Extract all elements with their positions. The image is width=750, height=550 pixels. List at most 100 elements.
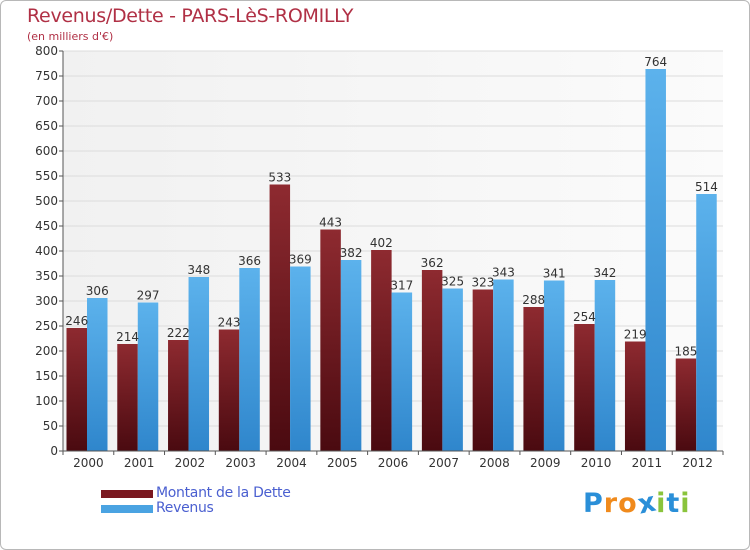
data-label-revenus: 348	[187, 263, 210, 277]
data-label-revenus: 382	[340, 246, 363, 260]
y-tick-label: 200	[35, 344, 58, 358]
logo-letter: i	[680, 488, 691, 519]
x-tick-label: 2008	[479, 456, 510, 470]
y-tick-label: 700	[35, 94, 58, 108]
data-label-revenus: 343	[492, 266, 515, 280]
y-tick-label: 300	[35, 294, 58, 308]
data-label-revenus: 366	[238, 254, 261, 268]
logo-letter: o	[618, 488, 638, 519]
data-label-debt: 219	[624, 328, 647, 342]
x-tick-label: 2010	[581, 456, 612, 470]
x-tick-label: 2009	[530, 456, 561, 470]
logo-letter: i	[656, 488, 667, 519]
data-label-revenus: 306	[86, 284, 109, 298]
data-label-revenus: 764	[644, 55, 667, 69]
y-tick-label: 800	[35, 44, 58, 58]
bar-debt	[472, 289, 494, 451]
data-label-debt: 243	[218, 316, 241, 330]
y-tick-label: 650	[35, 119, 58, 133]
bar-debt	[675, 358, 697, 451]
data-label-revenus: 325	[441, 275, 464, 289]
x-tick-label: 2006	[378, 456, 409, 470]
legend-swatch-debt	[101, 490, 153, 498]
y-tick-label: 150	[35, 369, 58, 383]
bar-debt	[371, 250, 392, 451]
bar-revenus	[87, 298, 108, 451]
data-label-debt: 185	[675, 345, 698, 359]
y-tick-label: 600	[35, 144, 58, 158]
data-label-debt: 323	[471, 276, 494, 290]
data-label-debt: 246	[65, 314, 88, 328]
bar-debt	[574, 324, 595, 451]
x-tick-label: 2002	[175, 456, 206, 470]
data-labels: 246 306 214 297 222 348 243 366 533 369 443 382 402 3…	[65, 55, 718, 359]
bar-revenus	[645, 69, 666, 451]
bar-debt	[523, 307, 544, 451]
bar-debt	[269, 184, 291, 451]
x-tick-label: 2004	[276, 456, 307, 470]
x-tick-label: 2003	[225, 456, 256, 470]
bar-debt	[66, 328, 87, 451]
legend-label-debt: Montant de la Dette	[156, 485, 291, 501]
bar-debt	[320, 229, 341, 451]
data-label-debt: 214	[116, 330, 139, 344]
x-tick-label: 2012	[682, 456, 713, 470]
bar-debt	[168, 340, 189, 451]
y-tick-label: 500	[35, 194, 58, 208]
x-axis-ticks: 2000 2001 2002 2003 2004 2005 2006 2007 2008 2009…	[62, 451, 724, 470]
data-label-revenus: 369	[289, 253, 312, 267]
data-label-debt: 443	[319, 216, 342, 230]
y-tick-label: 400	[35, 244, 58, 258]
y-tick-label: 750	[35, 69, 58, 83]
data-label-revenus: 514	[695, 180, 718, 194]
data-label-debt: 222	[167, 326, 190, 340]
legend-label-revenus: Revenus	[156, 500, 214, 516]
logo-letter: r	[603, 488, 619, 519]
chart-title: Revenus/Dette - PARS-LèS-ROMILLY	[27, 5, 354, 27]
data-label-debt: 288	[522, 293, 545, 307]
x-tick-label: 2007	[428, 456, 459, 470]
y-tick-label: 0	[50, 444, 58, 458]
bar-revenus	[493, 279, 514, 451]
y-tick-label: 350	[35, 269, 58, 283]
bar-revenus	[391, 292, 413, 451]
data-label-revenus: 297	[137, 289, 160, 303]
data-label-debt: 362	[421, 256, 444, 270]
proxiti-logo: Proxiti	[583, 486, 691, 520]
bars	[66, 69, 717, 451]
bar-debt	[218, 329, 240, 451]
bar-revenus	[239, 268, 260, 451]
data-label-revenus: 341	[543, 267, 566, 281]
x-tick-label: 2005	[327, 456, 358, 470]
logo-letter: P	[583, 488, 604, 519]
data-label-revenus: 317	[390, 279, 413, 293]
chart-subtitle: (en milliers d'€)	[27, 30, 114, 43]
y-tick-label: 450	[35, 219, 58, 233]
legend-swatch-revenus	[101, 505, 153, 513]
bar-revenus	[290, 266, 311, 451]
logo-letter: t	[666, 488, 681, 519]
bar-revenus	[594, 280, 616, 451]
bar-revenus	[340, 260, 362, 451]
bar-revenus	[137, 302, 159, 451]
data-label-debt: 254	[573, 310, 596, 324]
x-tick-label: 2001	[124, 456, 155, 470]
bar-revenus	[442, 288, 463, 451]
y-tick-label: 550	[35, 169, 58, 183]
data-label-debt: 402	[370, 236, 393, 250]
y-tick-label: 250	[35, 319, 58, 333]
bar-debt	[117, 344, 138, 451]
y-axis-ticks: 0 50 100 150 200 250 300 350 400 450 500 550 600 650 7…	[35, 44, 63, 458]
y-tick-label: 50	[43, 419, 58, 433]
data-label-debt: 533	[268, 171, 291, 185]
bar-revenus	[188, 277, 210, 451]
bar-debt	[421, 270, 443, 451]
x-tick-label: 2000	[73, 456, 104, 470]
x-tick-label: 2011	[632, 456, 663, 470]
data-label-revenus: 342	[593, 266, 616, 280]
y-tick-label: 100	[35, 394, 58, 408]
bar-debt	[624, 341, 646, 451]
bar-revenus	[543, 280, 565, 451]
